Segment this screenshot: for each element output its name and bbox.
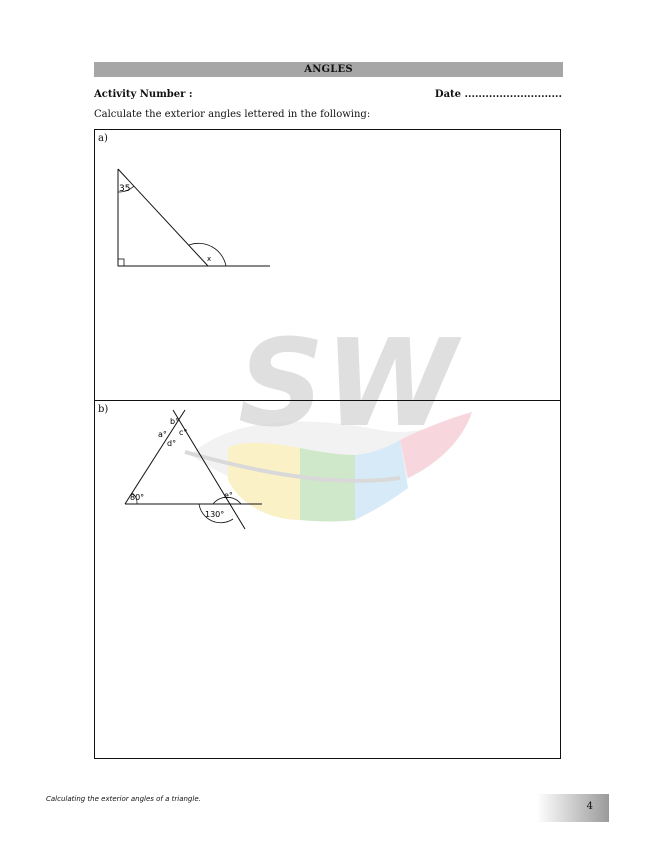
page-number-box: 4 bbox=[537, 794, 609, 822]
right-angle-marker bbox=[117, 258, 125, 267]
angle-80-label: 80° bbox=[130, 493, 144, 502]
angle-arc-e bbox=[212, 496, 242, 505]
part-b-triangle-figure: a° b° c° d° 80° e° 130° bbox=[124, 409, 262, 530]
angle-130-label: 130° bbox=[205, 510, 224, 519]
angle-arc-35 bbox=[117, 185, 135, 193]
instruction-text: Calculate the exterior angles lettered i… bbox=[94, 109, 371, 120]
angle-a-label: a° bbox=[158, 430, 167, 439]
angle-b-label: b° bbox=[170, 417, 179, 426]
part-a-box: a) 35 x bbox=[94, 129, 561, 401]
part-a-triangle-figure: 35 x bbox=[117, 168, 270, 267]
angle-d-label: d° bbox=[167, 439, 176, 448]
activity-number-label: Activity Number : bbox=[94, 89, 193, 100]
page-title: ANGLES bbox=[94, 62, 563, 77]
angle-arc-x bbox=[188, 242, 227, 267]
date-label: Date ............................ bbox=[434, 89, 562, 100]
angle-c-label: c° bbox=[179, 428, 187, 437]
part-b-box: b) a° b° c° d° 80° e° 130° bbox=[94, 400, 561, 759]
angle-35-label: 35 bbox=[119, 184, 130, 194]
angle-x-label: x bbox=[207, 255, 211, 263]
page-number: 4 bbox=[586, 801, 593, 812]
angle-e-label: e° bbox=[224, 491, 233, 500]
angle-arc-130 bbox=[198, 503, 234, 524]
part-a-label: a) bbox=[98, 133, 108, 144]
part-b-label: b) bbox=[98, 404, 109, 415]
footer-caption: Calculating the exterior angles of a tri… bbox=[46, 795, 201, 803]
angle-arc-80 bbox=[131, 492, 138, 505]
